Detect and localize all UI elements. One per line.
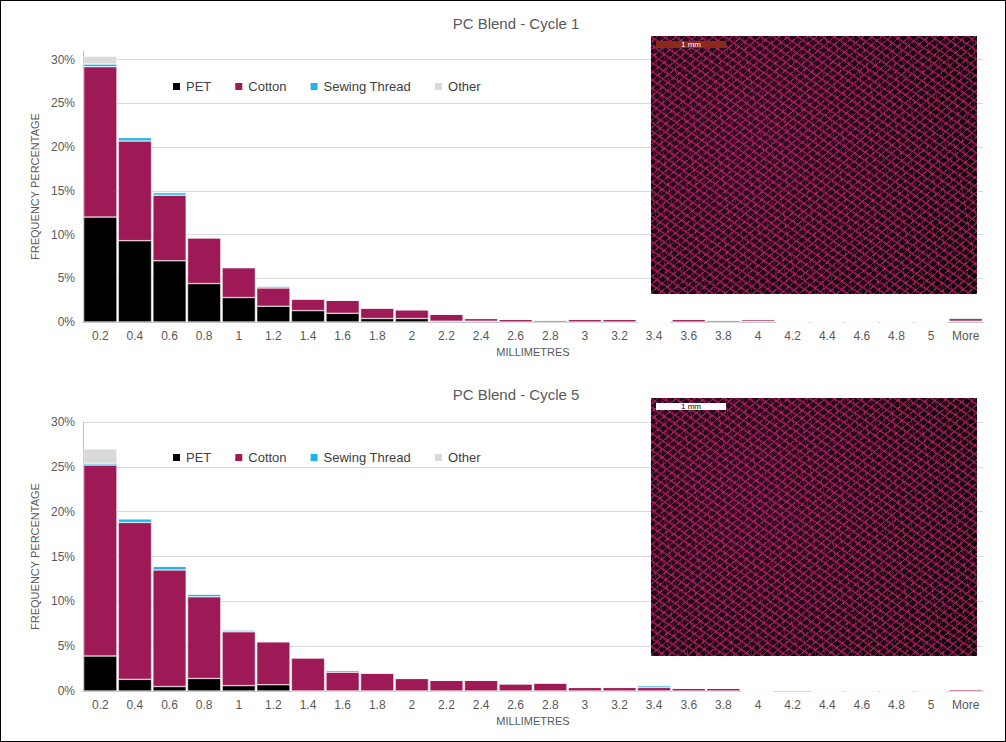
svg-text:Sewing Thread: Sewing Thread [324,79,411,94]
svg-text:5%: 5% [58,271,76,285]
svg-text:4: 4 [755,698,762,712]
svg-text:25%: 25% [51,460,75,474]
svg-text:0.6: 0.6 [161,698,178,712]
svg-text:0.8: 0.8 [196,698,213,712]
svg-text:PC Blend - Cycle 1: PC Blend - Cycle 1 [453,15,580,32]
svg-text:1.6: 1.6 [334,698,351,712]
svg-text:4.6: 4.6 [854,329,871,343]
svg-text:1: 1 [235,329,242,343]
svg-text:PET: PET [186,450,211,465]
svg-text:2.6: 2.6 [507,329,524,343]
svg-text:3.2: 3.2 [611,329,628,343]
svg-text:2: 2 [409,698,416,712]
svg-text:3.8: 3.8 [715,698,732,712]
svg-text:2.8: 2.8 [542,329,559,343]
svg-text:3.4: 3.4 [646,329,663,343]
svg-text:2.6: 2.6 [507,698,524,712]
svg-text:30%: 30% [51,415,75,429]
svg-text:1.2: 1.2 [265,698,282,712]
svg-text:4.8: 4.8 [888,329,905,343]
svg-text:0.2: 0.2 [92,698,109,712]
svg-text:10%: 10% [51,594,75,608]
svg-text:1.2: 1.2 [265,329,282,343]
svg-text:FREQUENCY PERCENTAGE: FREQUENCY PERCENTAGE [29,483,41,630]
svg-text:3: 3 [582,329,589,343]
svg-text:30%: 30% [51,53,75,67]
svg-text:0.8: 0.8 [196,329,213,343]
svg-text:0%: 0% [58,684,76,698]
svg-text:PC Blend - Cycle 5: PC Blend - Cycle 5 [453,386,580,403]
svg-text:0.2: 0.2 [92,329,109,343]
svg-text:5%: 5% [58,639,76,653]
svg-text:2.2: 2.2 [438,698,455,712]
svg-text:3.6: 3.6 [680,329,697,343]
html-text:1 mm: 1 mm [681,40,701,49]
svg-text:More: More [952,329,980,343]
svg-text:0%: 0% [58,315,76,329]
svg-text:15%: 15% [51,184,75,198]
svg-text:5: 5 [928,329,935,343]
svg-text:Cotton: Cotton [248,79,286,94]
svg-text:2.2: 2.2 [438,329,455,343]
svg-text:1.8: 1.8 [369,698,386,712]
svg-text:2.4: 2.4 [473,698,490,712]
svg-text:1: 1 [235,698,242,712]
svg-text:4.4: 4.4 [819,329,836,343]
svg-text:3.6: 3.6 [680,698,697,712]
svg-text:5: 5 [928,698,935,712]
svg-text:15%: 15% [51,550,75,564]
svg-text:MILLIMETRES: MILLIMETRES [496,346,569,358]
svg-text:3.2: 3.2 [611,698,628,712]
svg-text:1.6: 1.6 [334,329,351,343]
svg-text:4: 4 [755,329,762,343]
svg-text:3.8: 3.8 [715,329,732,343]
svg-text:0.4: 0.4 [127,698,144,712]
svg-text:25%: 25% [51,96,75,110]
svg-text:PET: PET [186,79,211,94]
svg-text:10%: 10% [51,228,75,242]
svg-text:FREQUENCY PERCENTAGE: FREQUENCY PERCENTAGE [29,113,41,260]
svg-text:20%: 20% [51,140,75,154]
svg-text:Cotton: Cotton [248,450,286,465]
svg-text:4.2: 4.2 [784,329,801,343]
svg-text:4.8: 4.8 [888,698,905,712]
svg-text:MILLIMETRES: MILLIMETRES [496,715,569,727]
svg-text:1.4: 1.4 [300,329,317,343]
svg-text:20%: 20% [51,505,75,519]
svg-text:4.4: 4.4 [819,698,836,712]
svg-text:Other: Other [448,79,481,94]
svg-text:2.4: 2.4 [473,329,490,343]
svg-text:1.8: 1.8 [369,329,386,343]
svg-text:Sewing Thread: Sewing Thread [324,450,411,465]
svg-text:0.6: 0.6 [161,329,178,343]
svg-text:4.2: 4.2 [784,698,801,712]
svg-text:3.4: 3.4 [646,698,663,712]
svg-text:2.8: 2.8 [542,698,559,712]
svg-text:4.6: 4.6 [854,698,871,712]
svg-text:More: More [952,698,980,712]
svg-text:1.4: 1.4 [300,698,317,712]
svg-text:2: 2 [409,329,416,343]
svg-text:Other: Other [448,450,481,465]
svg-text:3: 3 [582,698,589,712]
html-text:1 mm: 1 mm [681,402,701,411]
svg-text:0.4: 0.4 [127,329,144,343]
